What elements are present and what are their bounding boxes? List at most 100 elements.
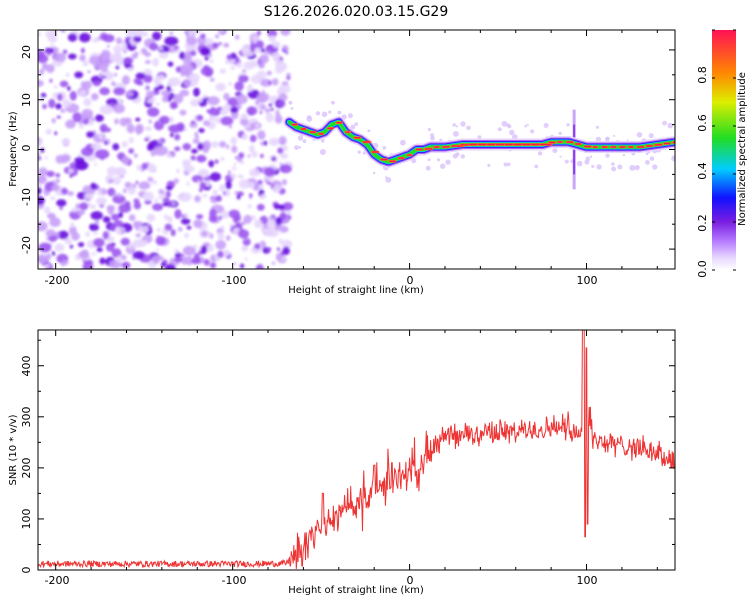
noise-speck [170, 132, 174, 138]
noise-speck [266, 70, 272, 76]
noise-speck [69, 174, 73, 178]
spectrogram-ytick: -10 [20, 188, 33, 206]
noise-speck [121, 261, 131, 269]
ridge-speck [595, 136, 602, 142]
ridge-speck [648, 133, 654, 139]
ridge-speck [537, 151, 543, 156]
noise-speck [145, 86, 148, 90]
noise-speck [65, 119, 76, 129]
ridge-speck [503, 162, 508, 167]
noise-speck [182, 143, 192, 151]
noise-speck [203, 120, 211, 127]
ridge-speck [626, 139, 629, 142]
noise-speck [93, 231, 98, 235]
noise-speck [247, 89, 260, 99]
noise-speck [57, 93, 63, 101]
ridge-speck [564, 159, 569, 164]
noise-speck [273, 203, 281, 210]
ridge-speck [585, 156, 591, 162]
noise-speck [212, 189, 218, 196]
colorbar-tick: 0.2 [696, 214, 709, 232]
noise-speck [62, 99, 72, 108]
noise-speck [106, 44, 110, 48]
ridge-speck [652, 164, 658, 170]
noise-speck [253, 185, 260, 191]
noise-speck [48, 235, 57, 242]
ridge-speck [559, 155, 562, 158]
ridge-layer [283, 100, 675, 190]
spectrogram-xlabel: Height of straight line (km) [288, 285, 424, 296]
noise-speck [38, 254, 48, 264]
noise-speck [46, 170, 55, 177]
noise-speck [93, 238, 105, 248]
noise-speck [255, 123, 260, 128]
noise-speck [157, 74, 165, 81]
noise-speck [279, 164, 292, 174]
noise-speck [184, 165, 195, 173]
ridge-speck [460, 121, 466, 127]
noise-speck [89, 224, 94, 228]
noise-speck [121, 141, 128, 148]
ridge-speck [589, 155, 593, 158]
noise-speck [138, 181, 151, 190]
noise-speck [209, 262, 217, 269]
noise-speck [128, 242, 133, 250]
noise-speck [268, 80, 272, 86]
noise-speck [152, 31, 162, 41]
ridge-speck [382, 146, 387, 150]
noise-speck [75, 160, 88, 171]
noise-speck [46, 237, 50, 241]
noise-speck [159, 46, 163, 51]
colorbar-tick: 0.0 [696, 260, 709, 278]
ridge-speck [294, 145, 299, 151]
noise-speck [150, 92, 153, 96]
spectrogram-xtick: -100 [222, 274, 247, 287]
noise-speck [247, 154, 251, 158]
noise-speck [184, 232, 189, 239]
noise-speck [94, 149, 110, 160]
noise-speck [196, 114, 204, 121]
noise-speck [157, 84, 164, 90]
noise-speck [38, 32, 42, 37]
noise-speck [220, 156, 225, 162]
noise-speck [267, 30, 277, 38]
noise-speck [282, 246, 290, 255]
noise-speck [182, 246, 196, 256]
noise-speck [251, 151, 258, 158]
noise-speck [92, 80, 101, 87]
noise-speck [174, 133, 181, 141]
noise-speck [193, 219, 203, 229]
spectrogram-xtick: 100 [577, 274, 598, 287]
noise-speck [101, 75, 107, 79]
noise-speck [186, 36, 197, 46]
snr-xtick: 0 [407, 574, 414, 587]
noise-speck [174, 256, 183, 263]
noise-speck [47, 212, 56, 219]
noise-speck [241, 45, 248, 54]
noise-speck [68, 168, 74, 173]
noise-speck [268, 35, 276, 43]
noise-speck [255, 40, 264, 50]
noise-speck [65, 73, 70, 77]
noise-speck [56, 115, 62, 119]
noise-speck [191, 148, 198, 154]
noise-speck [45, 229, 56, 238]
noise-speck [54, 131, 58, 135]
ridge-speck [357, 150, 361, 154]
noise-speck [190, 155, 196, 161]
noise-speck [62, 49, 68, 55]
noise-speck [132, 251, 145, 260]
noise-speck [258, 63, 265, 69]
noise-speck [113, 103, 125, 114]
noise-speck [225, 60, 228, 65]
snr-frame [37, 329, 676, 571]
noise-speck [265, 112, 274, 123]
noise-speck [149, 42, 159, 51]
noise-speck [276, 247, 281, 252]
noise-speck [201, 230, 208, 237]
noise-speck [191, 175, 203, 183]
noise-speck [114, 167, 127, 177]
noise-speck [108, 178, 114, 184]
noise-speck [55, 173, 61, 178]
